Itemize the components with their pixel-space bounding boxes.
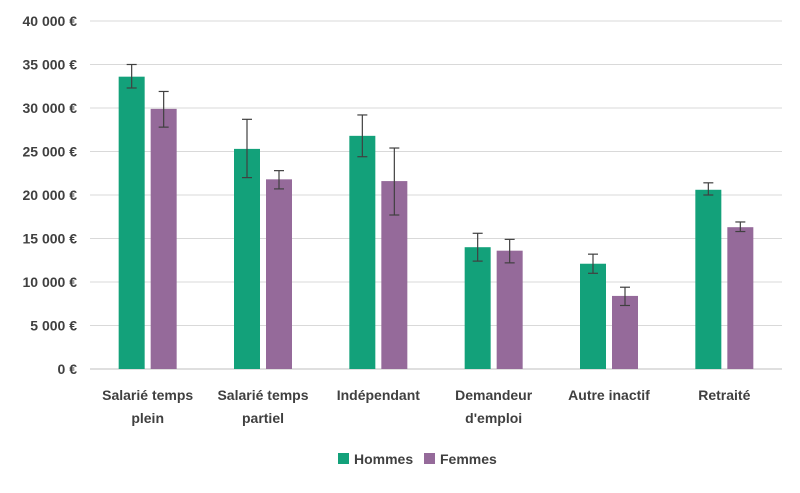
x-tick-label: d'emploi bbox=[465, 410, 522, 426]
y-tick-label: 25 000 € bbox=[23, 144, 78, 160]
legend: Hommes Femmes bbox=[338, 451, 497, 467]
y-tick-label: 10 000 € bbox=[23, 274, 78, 290]
x-tick-label: Demandeur bbox=[455, 387, 533, 403]
x-axis: Salarié temps plein Salarié temps partiel In… bbox=[102, 387, 750, 426]
x-tick-label: Retraité bbox=[698, 387, 750, 403]
y-tick-label: 20 000 € bbox=[23, 187, 78, 203]
bar-femmes bbox=[266, 179, 292, 369]
legend-label-hommes: Hommes bbox=[354, 451, 413, 467]
y-tick-label: 30 000 € bbox=[23, 100, 78, 116]
x-tick-label: Salarié temps bbox=[102, 387, 193, 403]
bars bbox=[118, 76, 754, 370]
bar-hommes bbox=[695, 189, 722, 369]
y-tick-label: 5 000 € bbox=[30, 318, 77, 334]
y-tick-label: 0 € bbox=[58, 361, 78, 377]
legend-swatch-femmes bbox=[424, 453, 435, 464]
x-tick-label: Indépendant bbox=[337, 387, 421, 403]
bar-femmes bbox=[612, 295, 638, 369]
bar-femmes bbox=[150, 108, 177, 370]
legend-label-femmes: Femmes bbox=[440, 451, 497, 467]
bar-hommes bbox=[234, 148, 260, 369]
gridlines bbox=[90, 20, 782, 370]
bar-femmes bbox=[727, 227, 754, 369]
bar-hommes bbox=[580, 263, 606, 369]
bar-hommes bbox=[349, 135, 376, 369]
bar-hommes bbox=[464, 247, 491, 369]
x-tick-label: Autre inactif bbox=[568, 387, 650, 403]
x-tick-label: Salarié temps bbox=[217, 387, 308, 403]
y-tick-label: 40 000 € bbox=[23, 13, 78, 29]
bar-femmes bbox=[496, 250, 523, 369]
y-axis: 0 € 5 000 € 10 000 € 15 000 € 20 000 € 25 000… bbox=[23, 13, 78, 377]
x-tick-label: partiel bbox=[242, 410, 284, 426]
error-bars bbox=[126, 63, 746, 307]
y-tick-label: 35 000 € bbox=[23, 57, 78, 73]
x-tick-label: plein bbox=[131, 410, 164, 426]
legend-swatch-hommes bbox=[338, 453, 349, 464]
bar-hommes bbox=[118, 76, 145, 370]
y-tick-label: 15 000 € bbox=[23, 231, 78, 247]
